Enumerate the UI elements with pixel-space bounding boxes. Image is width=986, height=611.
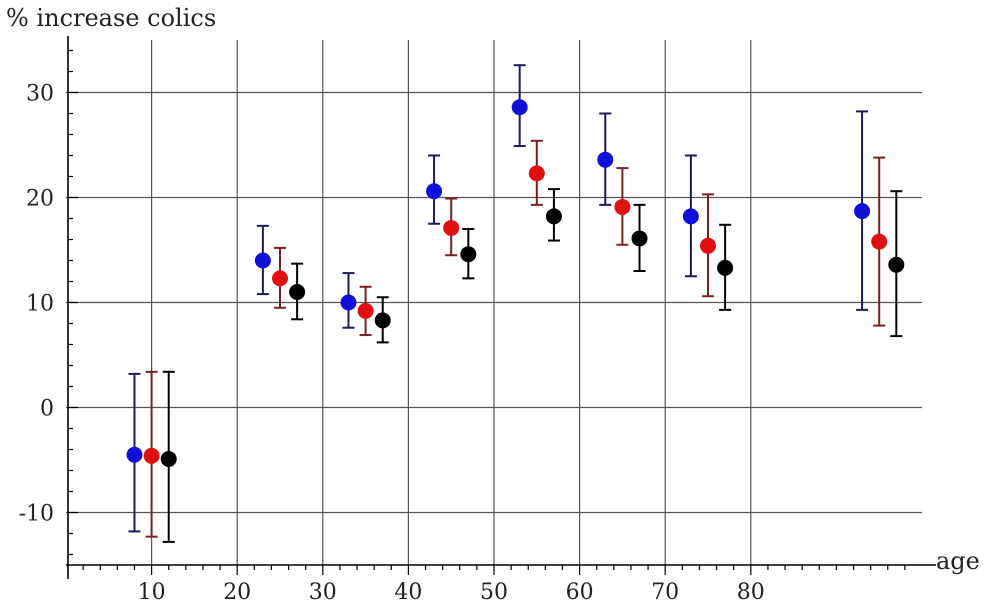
data-point-s1-p5 bbox=[511, 99, 528, 116]
data-point-s1-p1 bbox=[126, 446, 143, 463]
y-tick-label-0: 0 bbox=[40, 397, 54, 422]
data-point-s2-p3 bbox=[357, 302, 374, 319]
x-tick-label-80: 80 bbox=[737, 580, 765, 605]
data-point-s1-p2 bbox=[254, 252, 271, 269]
x-tick-label-50: 50 bbox=[480, 580, 508, 605]
axes: 10 20 30 40 50 60 70 80 -10 0 10 20 30 bbox=[19, 36, 936, 605]
data-point-s3-p7 bbox=[717, 259, 734, 276]
data-point-s2-p1 bbox=[143, 447, 160, 464]
y-tick-label--10: -10 bbox=[19, 502, 54, 527]
data-point-s3-p5 bbox=[545, 208, 562, 225]
data-point-s2-p6 bbox=[614, 198, 631, 215]
x-tick-label-10: 10 bbox=[138, 580, 166, 605]
data-point-s3-p6 bbox=[631, 230, 648, 247]
y-tick-label-10: 10 bbox=[26, 292, 54, 317]
data-point-s1-p4 bbox=[426, 183, 443, 200]
x-tick-label-60: 60 bbox=[566, 580, 594, 605]
data-point-s3-p3 bbox=[374, 312, 391, 329]
data-point-s3-p8 bbox=[888, 256, 905, 273]
y-axis-title: % increase colics bbox=[6, 4, 216, 32]
grid bbox=[66, 40, 922, 565]
data-point-s1-p8 bbox=[854, 203, 871, 220]
data-point-s1-p6 bbox=[597, 151, 614, 168]
x-tick-label-40: 40 bbox=[394, 580, 422, 605]
data-point-s3-p2 bbox=[289, 284, 306, 300]
error-bars bbox=[128, 64, 903, 543]
data-point-s2-p8 bbox=[871, 233, 888, 250]
data-point-s3-p1 bbox=[160, 450, 177, 467]
data-point-s3-p4 bbox=[460, 246, 477, 263]
data-points bbox=[126, 99, 905, 467]
x-tick-label-70: 70 bbox=[651, 580, 679, 605]
x-tick-label-20: 20 bbox=[223, 580, 251, 605]
data-point-s2-p2 bbox=[272, 270, 288, 287]
y-tick-label-20: 20 bbox=[26, 187, 54, 212]
data-point-s2-p5 bbox=[528, 165, 545, 182]
data-point-s1-p7 bbox=[682, 208, 699, 225]
data-point-s2-p4 bbox=[443, 219, 460, 236]
data-point-s1-p3 bbox=[340, 294, 357, 311]
x-tick-label-30: 30 bbox=[309, 580, 337, 605]
data-point-s2-p7 bbox=[700, 237, 716, 254]
x-axis-title: age bbox=[936, 547, 980, 575]
y-tick-label-30: 30 bbox=[26, 82, 54, 107]
